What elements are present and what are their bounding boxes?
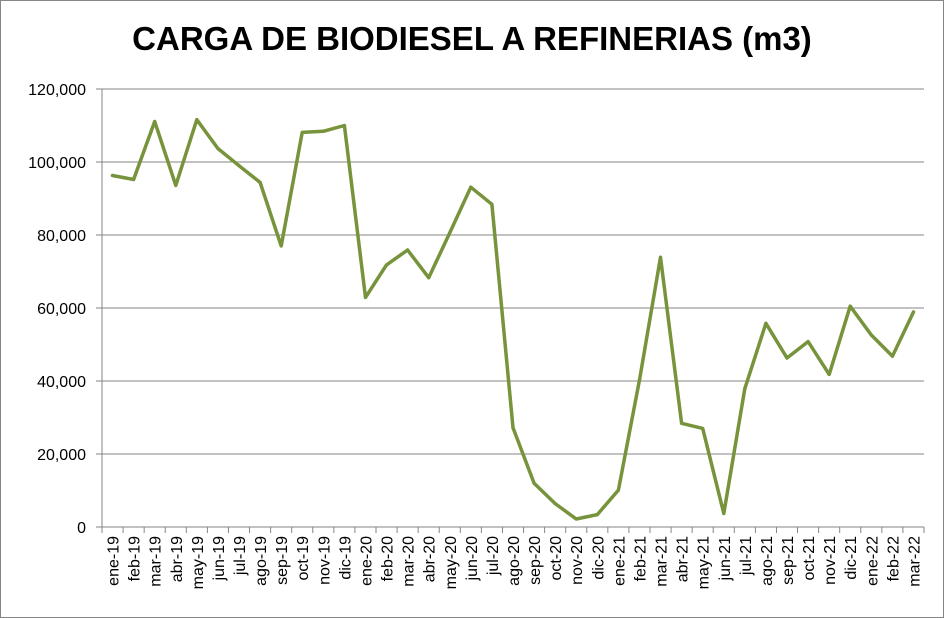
x-tick-label: oct-21: [801, 536, 818, 581]
data-point: [448, 231, 452, 235]
x-tick-label: jun-20: [464, 536, 481, 582]
data-point: [258, 180, 262, 185]
data-point: [827, 372, 831, 377]
data-point: [701, 426, 705, 431]
data-point: [680, 421, 684, 425]
x-tick-label: dic-21: [843, 536, 860, 580]
x-tick-label: ene-21: [611, 536, 628, 586]
x-tick-label: feb-22: [885, 536, 902, 581]
data-point: [406, 248, 410, 252]
x-tick-label: abr-21: [675, 536, 692, 582]
x-tick-label: nov-20: [569, 536, 586, 585]
data-point: [342, 123, 346, 128]
x-tick-label: ago-21: [759, 536, 776, 586]
data-point: [595, 512, 599, 517]
x-tick-label: ene-20: [358, 536, 375, 586]
series-line: [110, 117, 916, 521]
y-tick-label: 40,000: [37, 374, 86, 391]
data-point: [132, 177, 136, 182]
x-tick-label: nov-21: [822, 536, 839, 585]
x-axis-tick-labels: ene-19 feb-19 mar-19 abr-19 may-19 jun-19 jul-…: [106, 536, 924, 589]
x-tick-label: sep-19: [274, 536, 291, 585]
data-point: [743, 387, 747, 391]
y-tick-label: 120,000: [28, 82, 86, 99]
data-point: [532, 481, 536, 485]
x-tick-label: ene-19: [106, 536, 123, 586]
data-point: [806, 339, 810, 344]
axes: [101, 89, 925, 533]
y-tick-label: 20,000: [37, 447, 86, 464]
data-point: [469, 185, 473, 189]
data-point: [637, 378, 642, 382]
data-point: [616, 488, 620, 492]
data-point: [911, 310, 916, 314]
data-point: [490, 202, 494, 206]
data-point: [300, 130, 304, 135]
x-tick-label: ago-20: [506, 536, 523, 586]
data-point: [153, 119, 157, 124]
x-tick-label: ago-19: [253, 536, 270, 586]
data-point: [553, 502, 557, 506]
x-tick-label: nov-19: [316, 536, 333, 585]
y-axis-tick-labels: 0 20,000 40,000 60,000 80,000 100,000 120,000: [28, 82, 86, 537]
data-point: [890, 354, 894, 358]
gridlines: [96, 88, 924, 528]
data-point: [658, 255, 663, 259]
x-tick-label: jun-21: [717, 536, 734, 582]
x-tick-label: sep-20: [527, 536, 544, 585]
y-tick-label: 80,000: [37, 228, 86, 245]
x-tick-label: abr-20: [422, 536, 439, 582]
chart-title: CARGA DE BIODIESEL A REFINERIAS (m3): [132, 20, 812, 57]
x-tick-label: jul-19: [232, 536, 249, 576]
data-point: [216, 146, 220, 151]
x-tick-label: feb-21: [632, 536, 649, 581]
data-point: [511, 426, 515, 430]
x-tick-label: oct-20: [548, 536, 565, 581]
data-point: [848, 304, 852, 308]
data-point: [574, 517, 578, 521]
x-tick-label: dic-19: [337, 536, 354, 580]
x-tick-label: mar-20: [401, 536, 418, 587]
y-tick-label: 100,000: [28, 155, 86, 172]
x-tick-label: may-21: [696, 536, 713, 589]
y-tick-label: 60,000: [37, 301, 86, 318]
y-tick-label: 0: [77, 520, 86, 537]
data-point: [722, 511, 726, 516]
data-point: [785, 356, 789, 360]
x-tick-label: jun-19: [211, 536, 228, 582]
x-tick-label: may-19: [190, 536, 207, 589]
data-point: [237, 164, 241, 168]
data-point: [321, 129, 325, 133]
x-tick-label: jul-21: [738, 536, 755, 576]
data-point: [279, 244, 283, 248]
x-tick-label: dic-20: [590, 536, 607, 580]
x-tick-label: jul-20: [485, 536, 502, 576]
x-tick-label: mar-22: [906, 536, 923, 587]
series: [110, 117, 916, 521]
data-point: [195, 118, 199, 122]
data-point: [174, 183, 178, 187]
x-tick-label: feb-20: [380, 536, 397, 581]
x-tick-label: may-20: [443, 536, 460, 589]
x-tick-label: sep-21: [780, 536, 797, 585]
x-tick-label: ene-22: [864, 536, 881, 586]
x-tick-label: abr-19: [169, 536, 186, 582]
x-tick-label: mar-21: [654, 536, 671, 587]
data-point: [427, 276, 431, 280]
x-tick-label: mar-19: [148, 536, 165, 587]
data-point: [384, 263, 389, 267]
x-tick-label: feb-19: [127, 536, 144, 581]
data-point: [363, 295, 368, 300]
data-point: [110, 173, 115, 178]
data-point: [869, 333, 873, 337]
data-point: [764, 321, 768, 325]
x-tick-label: oct-19: [295, 536, 312, 581]
